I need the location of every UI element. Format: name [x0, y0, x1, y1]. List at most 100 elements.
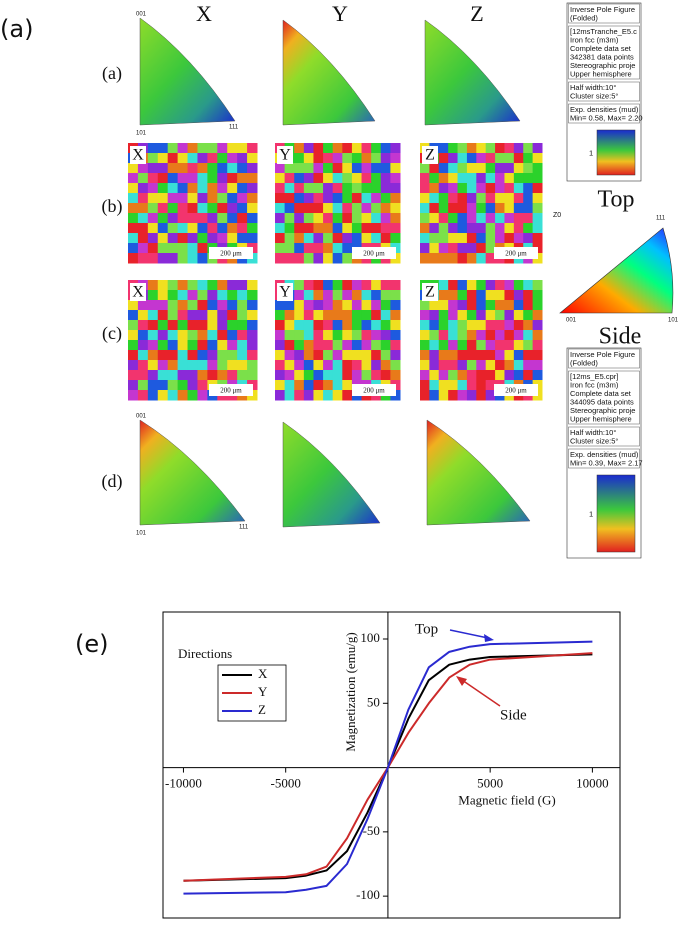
scale-bar: 200 μm [363, 387, 385, 395]
plot-frame [162, 611, 621, 919]
grain [207, 223, 218, 234]
grain [323, 153, 334, 164]
legend-text: Half width:10° [570, 83, 616, 92]
grain [197, 380, 208, 391]
grain [275, 253, 286, 264]
grain [448, 243, 459, 254]
grain [294, 143, 305, 154]
grain [429, 193, 440, 204]
grain [476, 300, 487, 311]
grain [371, 370, 382, 381]
grain [313, 203, 324, 214]
chart: -10000 -5000 5000 10000 -100 -50 50 100 Magnetic… [163, 612, 620, 918]
scale-bar: 200 μm [505, 250, 527, 258]
grain [167, 330, 179, 341]
grain [187, 310, 198, 321]
grain [495, 290, 505, 301]
grain [284, 213, 295, 224]
grain [466, 370, 477, 381]
grain [157, 350, 169, 361]
grain [137, 360, 149, 371]
grain [523, 213, 534, 224]
grain [157, 290, 169, 301]
grain [513, 370, 524, 381]
grain [448, 360, 459, 371]
grain [284, 183, 295, 194]
grain [323, 300, 334, 311]
grain [227, 350, 238, 361]
grain [227, 320, 238, 331]
grain [342, 330, 353, 341]
grain [294, 320, 305, 331]
grain [217, 163, 228, 174]
grain [390, 173, 401, 184]
orientation-map [128, 280, 258, 401]
scale-bar-bg [209, 247, 253, 259]
grain [476, 203, 487, 214]
grain [532, 340, 543, 351]
grain [420, 223, 430, 234]
grain [247, 183, 258, 194]
grain [137, 223, 149, 234]
grain [323, 290, 334, 301]
grain [504, 203, 515, 214]
grain [380, 320, 391, 331]
grain [390, 320, 401, 331]
grain [137, 163, 149, 174]
grain [217, 280, 228, 291]
scale-bar: 200 μm [220, 387, 242, 395]
grain [485, 310, 496, 321]
grain [147, 163, 159, 174]
grain [361, 300, 372, 311]
grain [177, 370, 189, 381]
grain [371, 320, 382, 331]
grain [303, 390, 314, 401]
grain [476, 370, 487, 381]
grain [197, 330, 208, 341]
grain [128, 233, 139, 244]
grain [207, 330, 218, 341]
grain [275, 360, 286, 371]
grain [380, 360, 391, 371]
grain [137, 300, 149, 311]
grain [323, 213, 334, 224]
grain [429, 390, 440, 401]
grain [361, 360, 372, 371]
grain [371, 173, 382, 184]
grain [532, 280, 543, 291]
grain [275, 340, 286, 351]
grain [128, 163, 139, 174]
grain [361, 163, 372, 174]
pole-figure [139, 419, 246, 526]
grain [177, 233, 189, 244]
grain [532, 330, 543, 341]
grain [523, 183, 534, 194]
grain [147, 253, 159, 264]
grain [187, 213, 198, 224]
grain [217, 370, 228, 381]
grain [147, 153, 159, 164]
grain [371, 350, 382, 361]
grain [457, 193, 468, 204]
density-key: 1 [589, 510, 593, 519]
grain [167, 390, 179, 401]
grain [157, 370, 169, 381]
grain [247, 290, 258, 301]
grain [137, 193, 149, 204]
grain [466, 320, 477, 331]
grain [485, 183, 496, 194]
grain [137, 203, 149, 214]
key-corner: 101 [668, 318, 679, 324]
grain [457, 203, 468, 214]
grain [380, 183, 391, 194]
grain [197, 290, 208, 301]
grain [420, 380, 430, 391]
grain [313, 300, 324, 311]
grain [237, 290, 248, 301]
grain [157, 173, 169, 184]
grain [351, 350, 363, 361]
grain [177, 280, 189, 291]
grain [167, 153, 179, 164]
grain [532, 360, 543, 371]
grain [466, 300, 477, 311]
